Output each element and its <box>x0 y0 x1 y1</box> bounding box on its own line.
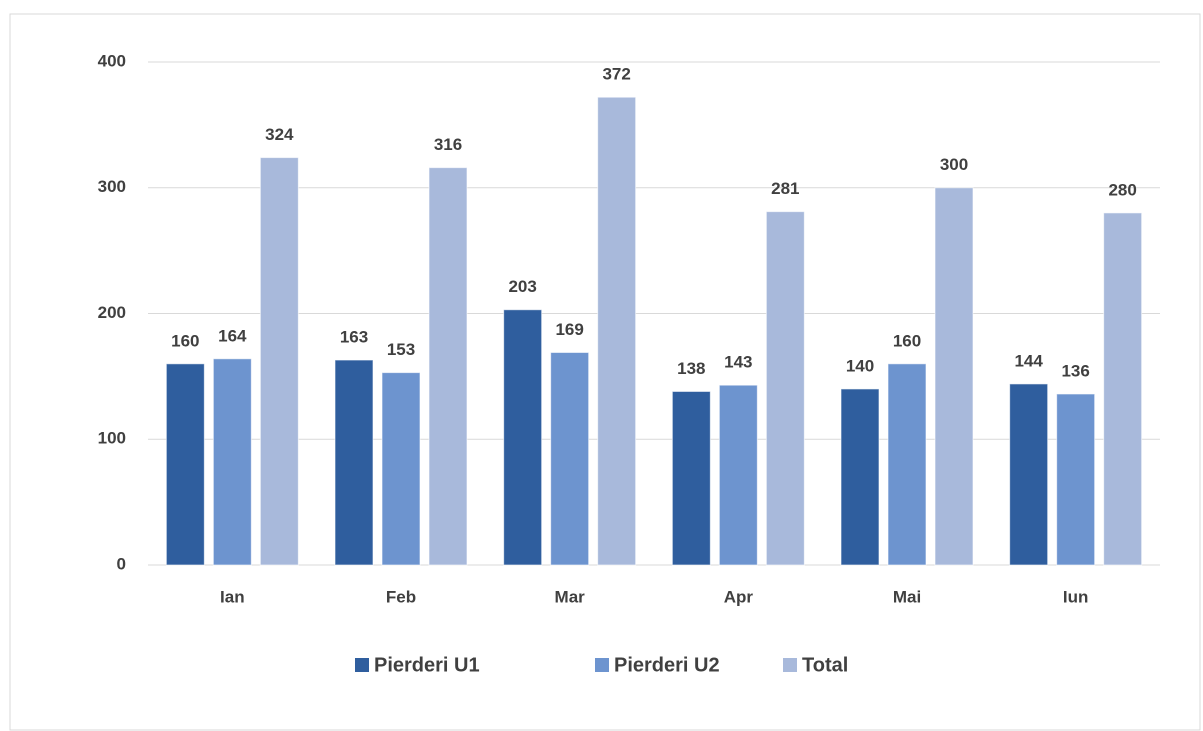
y-tick-label: 0 <box>117 554 126 573</box>
legend-label: Total <box>802 654 848 676</box>
bar <box>765 211 805 566</box>
bar <box>1056 393 1096 566</box>
bar <box>259 157 299 566</box>
bar <box>334 359 374 566</box>
y-tick-label: 100 <box>98 429 126 448</box>
x-tick-label: Mai <box>893 587 921 606</box>
data-label: 280 <box>1108 180 1136 199</box>
bar <box>503 309 543 566</box>
legend-swatch <box>595 658 609 672</box>
bar <box>718 384 758 566</box>
x-tick-label: Feb <box>386 587 416 606</box>
bar <box>934 187 974 566</box>
data-label: 203 <box>508 277 536 296</box>
y-tick-label: 200 <box>98 303 126 322</box>
x-tick-label: Ian <box>220 587 245 606</box>
bar <box>887 363 927 566</box>
x-tick-label: Iun <box>1063 587 1089 606</box>
y-tick-label: 300 <box>98 177 126 196</box>
data-label: 160 <box>893 331 921 350</box>
legend-swatch <box>355 658 369 672</box>
bar <box>428 167 468 566</box>
data-label: 300 <box>940 155 968 174</box>
data-label: 153 <box>387 340 415 359</box>
data-label: 136 <box>1061 361 1089 380</box>
bar <box>212 358 252 566</box>
x-tick-label: Mar <box>555 587 586 606</box>
bar <box>165 363 205 566</box>
x-tick-label: Apr <box>724 587 754 606</box>
data-label: 324 <box>265 125 294 144</box>
data-label: 316 <box>434 135 462 154</box>
data-label: 140 <box>846 356 874 375</box>
data-label: 144 <box>1014 351 1043 370</box>
bar <box>840 388 880 566</box>
data-label: 143 <box>724 353 752 372</box>
legend-swatch <box>783 658 797 672</box>
bar <box>597 96 637 566</box>
bar <box>381 372 421 566</box>
data-label: 164 <box>218 326 247 345</box>
data-label: 138 <box>677 359 705 378</box>
data-label: 160 <box>171 331 199 350</box>
y-tick-label: 400 <box>98 51 126 70</box>
legend-label: Pierderi U2 <box>614 654 720 676</box>
data-label: 372 <box>602 65 630 84</box>
data-label: 163 <box>340 328 368 347</box>
bar <box>1009 383 1049 566</box>
bar <box>1103 212 1143 566</box>
bar <box>550 351 590 566</box>
legend-label: Pierderi U1 <box>374 654 480 676</box>
chart-frame <box>9 13 1201 731</box>
data-label: 281 <box>771 179 799 198</box>
data-label: 169 <box>555 320 583 339</box>
bar <box>671 390 711 566</box>
